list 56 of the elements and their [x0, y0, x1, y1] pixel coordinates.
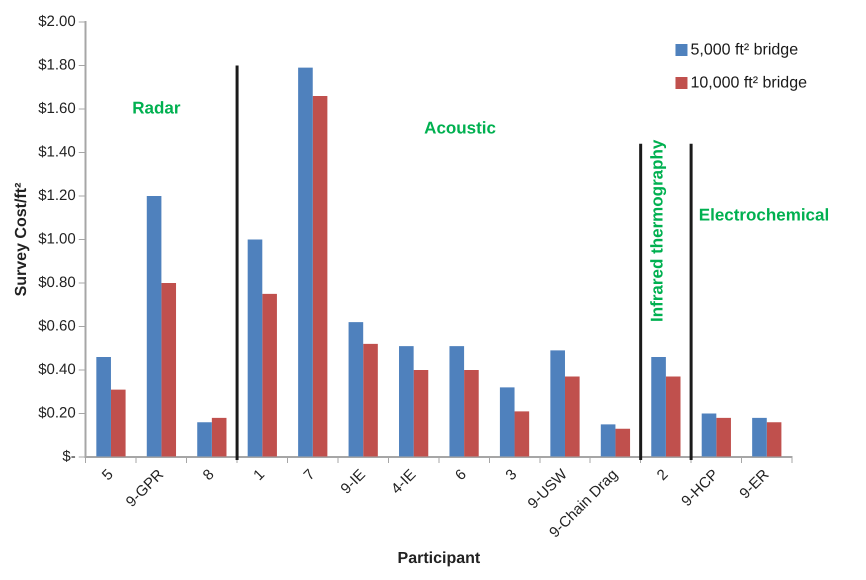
annotation: Acoustic — [424, 118, 496, 138]
bar — [298, 68, 313, 456]
bar — [197, 422, 212, 456]
y-tick-label: $0.20 — [38, 404, 76, 422]
bar — [110, 390, 126, 456]
annotation: Electrochemical — [698, 205, 830, 224]
bar — [666, 376, 681, 456]
y-tick-label: $2.00 — [38, 13, 76, 30]
bar — [514, 411, 530, 456]
bar — [248, 239, 262, 456]
bar — [564, 376, 580, 456]
x-axis-title: Participant — [398, 550, 481, 567]
y-tick-label: $1.80 — [38, 56, 76, 74]
bar — [312, 96, 328, 456]
bar — [716, 418, 731, 456]
bar — [161, 282, 176, 456]
bar — [96, 356, 111, 456]
x-tick-label: 9-IE — [337, 466, 369, 498]
x-tick-label: 1 — [250, 466, 268, 484]
y-tick-label: $1.60 — [38, 100, 76, 118]
y-tick-label: $1.40 — [38, 144, 76, 161]
y-tick-label: $1.00 — [38, 230, 76, 248]
bar — [348, 322, 364, 456]
bar — [500, 387, 515, 456]
annotation: Radar — [132, 98, 181, 118]
bar — [615, 428, 630, 456]
bar — [212, 418, 226, 456]
bar — [262, 294, 277, 456]
bar — [146, 196, 162, 456]
legend-label: 5,000 ft² bridge — [690, 41, 798, 58]
y-tick-label: $0.80 — [38, 274, 76, 292]
y-tick-label: $- — [62, 448, 76, 466]
x-tick-label: 3 — [502, 466, 520, 484]
bar — [464, 370, 479, 456]
y-tick-label: $0.60 — [38, 318, 76, 335]
y-tick-label: $1.20 — [38, 187, 76, 204]
x-tick-label: 5 — [98, 466, 117, 484]
bar — [600, 424, 616, 456]
bar — [752, 418, 767, 456]
x-tick-label: 2 — [654, 466, 672, 484]
bar — [449, 346, 464, 456]
bar — [399, 346, 414, 456]
bar — [363, 344, 378, 456]
x-tick-label: 8 — [200, 466, 218, 484]
x-tick-label: 7 — [300, 466, 319, 484]
bar — [651, 356, 666, 456]
annotation: Infrared thermography — [647, 139, 666, 322]
x-tick-label: 4-IE — [388, 466, 420, 498]
bar — [766, 422, 782, 456]
y-axis-title: Survey Cost/ft² — [13, 182, 30, 296]
y-tick-label: $0.40 — [38, 361, 76, 378]
bar — [414, 370, 428, 456]
legend-label: 10,000 ft² bridge — [690, 74, 808, 92]
x-tick-label: 6 — [452, 466, 470, 484]
bar — [702, 413, 716, 456]
bar — [550, 350, 565, 456]
